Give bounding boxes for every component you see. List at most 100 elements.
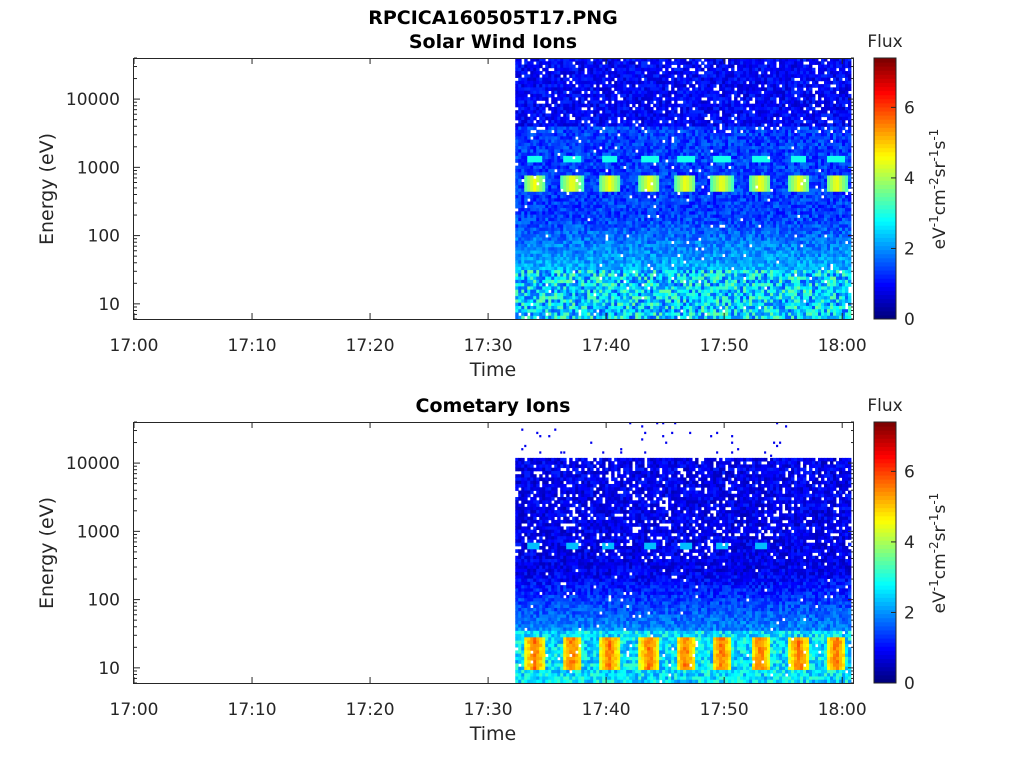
colorbar-segment (874, 270, 896, 275)
colorbar-segment (874, 131, 896, 136)
colorbar-segment (874, 568, 896, 574)
colorbar-segment (874, 90, 896, 96)
colorbar-segment (874, 528, 896, 533)
colorbar-segment (874, 503, 896, 509)
colorbar-segment (874, 470, 896, 476)
colorbar-segment (874, 572, 896, 578)
colorbar-tick-label: 4 (904, 169, 915, 189)
x-tick-label: 17:20 (346, 700, 395, 720)
colorbar: 0 2 4 6 (873, 57, 915, 330)
x-tick-label: 17:30 (464, 336, 513, 356)
colorbar-segment (874, 119, 896, 124)
panel-cometary: Cometary Ions 17:00 17:10 17:20 17:30 17:40 1… (36, 395, 950, 745)
colorbar-segment (874, 135, 896, 141)
x-tick-label: 17:10 (228, 700, 277, 720)
colorbar-segment (874, 143, 896, 149)
y-tick-label: 10 (98, 659, 120, 679)
colorbar-segment (874, 642, 896, 647)
colorbar-segment (874, 172, 896, 177)
y-tick-label: 1000 (77, 158, 120, 178)
colorbar-unit: eV-1cm-2sr-1s-1 (927, 493, 950, 614)
colorbar-segment (874, 155, 896, 161)
colorbar-segment (874, 196, 896, 202)
colorbar-segment (874, 102, 896, 108)
y-tick-label: 10 (98, 295, 120, 315)
colorbar-segment (874, 164, 896, 169)
colorbar-segment (874, 306, 896, 312)
y-axis-label: Energy (eV) (36, 133, 58, 245)
colorbar-segment (874, 147, 896, 153)
colorbar-segment (874, 605, 896, 611)
colorbar-segment (874, 515, 896, 521)
colorbar-segment (874, 204, 896, 210)
colorbar-segment (874, 552, 896, 558)
colorbar-segment (874, 479, 896, 484)
panel-solar-wind: Solar Wind Ions 17:00 17:10 17:20 17:30 17:4… (36, 31, 950, 381)
colorbar-segment (874, 438, 896, 443)
colorbar-label: Flux (867, 32, 902, 52)
colorbar-segment (874, 106, 896, 112)
colorbar-segment (874, 499, 896, 505)
y-tick-label: 1000 (77, 522, 120, 542)
colorbar-frame (873, 57, 897, 320)
x-tick-label: 17:40 (582, 700, 631, 720)
y-ticks: 10 100 1000 10000 (66, 421, 854, 684)
y-tick-label: 10000 (66, 454, 120, 474)
x-tick-label: 18:00 (818, 700, 867, 720)
colorbar-segment (874, 261, 896, 267)
colorbar-segment (874, 62, 896, 67)
y-tick-label: 100 (88, 227, 120, 247)
y-ticks: 10 100 1000 10000 (66, 57, 854, 320)
colorbar-segment (874, 434, 896, 439)
colorbar-segment (874, 310, 896, 316)
colorbar-tick-label: 0 (904, 674, 915, 694)
heatmap-plot-area (515, 58, 852, 320)
colorbar-segment (874, 58, 896, 63)
colorbar-segment (874, 168, 896, 173)
x-tick-label: 17:50 (700, 336, 749, 356)
colorbar-segment (874, 241, 896, 247)
colorbar-segment (874, 139, 896, 145)
colorbar-segment (874, 294, 896, 300)
colorbar-segment (874, 127, 896, 132)
colorbar-segment (874, 576, 896, 582)
colorbar-segment (874, 560, 896, 566)
colorbar-segment (874, 257, 896, 263)
colorbar-segment (874, 523, 896, 529)
colorbar-segment (874, 265, 896, 271)
colorbar-segment (874, 483, 896, 488)
colorbar-segment (874, 82, 896, 88)
heatmap-plot-area (515, 422, 852, 684)
colorbar-segment (874, 282, 896, 287)
colorbar-segment (874, 450, 896, 456)
colorbar-segment (874, 94, 896, 100)
x-axis-label: Time (469, 359, 517, 381)
colorbar-segment (874, 666, 896, 672)
x-tick-label: 17:40 (582, 336, 631, 356)
colorbar-segment (874, 650, 896, 655)
colorbar-segment (874, 176, 896, 181)
colorbar-segment (874, 462, 896, 468)
x-axis-label: Time (469, 723, 517, 745)
colorbar-segment (874, 188, 896, 194)
x-tick-label: 17:30 (464, 700, 513, 720)
colorbar-segment (874, 634, 896, 639)
colorbar-tick-label: 6 (904, 98, 915, 118)
colorbar-segment (874, 629, 896, 635)
colorbar-segment (874, 225, 896, 230)
colorbar-segment (874, 658, 896, 664)
colorbar: 0 2 4 6 (873, 421, 915, 694)
colorbar-segment (874, 662, 896, 668)
colorbar-segment (874, 548, 896, 553)
colorbar-segment (874, 430, 896, 435)
colorbar-segment (874, 111, 896, 116)
colorbar-segment (874, 298, 896, 304)
colorbar-segment (874, 544, 896, 549)
colorbar-unit: eV-1cm-2sr-1s-1 (927, 129, 950, 250)
colorbar-segment (874, 426, 896, 431)
colorbar-segment (874, 519, 896, 525)
colorbar-segment (874, 159, 896, 165)
colorbar-segment (874, 613, 896, 619)
y-tick-label: 100 (88, 591, 120, 611)
y-tick-label: 10000 (66, 90, 120, 110)
